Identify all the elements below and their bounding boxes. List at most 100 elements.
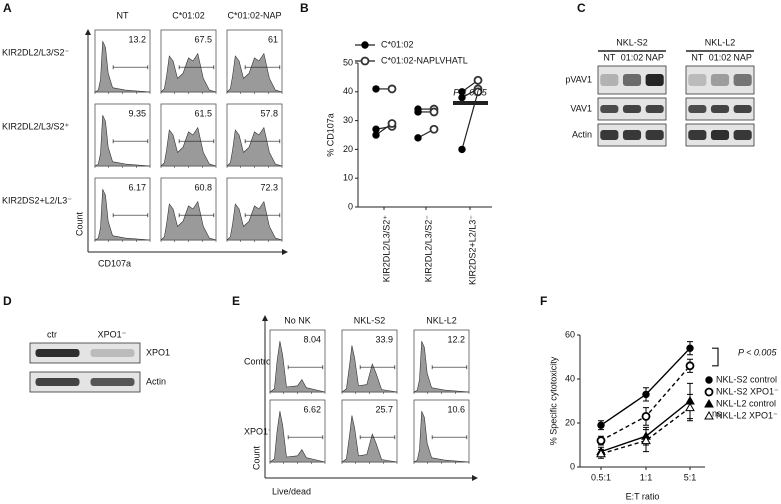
gate-percentage: 72.3 xyxy=(260,182,278,192)
histogram xyxy=(226,52,283,93)
legend-marker xyxy=(704,398,714,408)
blot-band xyxy=(733,74,752,86)
point xyxy=(685,402,695,412)
blot-band xyxy=(622,105,642,113)
y-tick-label: 40 xyxy=(343,86,353,96)
y-tick-label: 40 xyxy=(565,373,575,383)
point xyxy=(458,93,466,102)
gate-percentage: 13.2 xyxy=(128,34,146,44)
gate-percentage: 9.35 xyxy=(128,108,146,118)
lane-label: ctr xyxy=(47,329,57,339)
pair-line xyxy=(461,91,479,150)
x-axis-label: CD107a xyxy=(98,258,131,268)
annotation: P < 0.005 xyxy=(738,347,777,357)
point xyxy=(686,344,694,352)
legend-marker xyxy=(705,376,713,384)
row-label: Control xyxy=(244,356,273,366)
band-label: Actin xyxy=(146,376,166,386)
point xyxy=(473,75,483,85)
panel-label: E xyxy=(232,294,240,308)
gate-percentage: 10.6 xyxy=(447,404,465,414)
point xyxy=(429,107,439,117)
x-tick-label: KIR2DL2/L3/S2⁺ xyxy=(381,215,391,283)
blot-band xyxy=(35,349,80,357)
point xyxy=(641,411,651,421)
point xyxy=(597,421,605,429)
column-header: NKL-L2 xyxy=(426,315,457,325)
histogram xyxy=(341,345,398,393)
point xyxy=(414,134,422,142)
point xyxy=(387,119,397,128)
gate-percentage: 67.5 xyxy=(194,34,212,44)
row-label: XPO1⁻ xyxy=(244,426,273,436)
point xyxy=(372,85,380,93)
blot-band xyxy=(622,74,642,86)
column-header: NKL-S2 xyxy=(354,315,386,325)
gate-percentage: 61 xyxy=(268,34,278,44)
legend-label: C*01:02 xyxy=(381,39,414,49)
x-axis-label: Live/dead xyxy=(272,486,311,496)
y-tick-label: 30 xyxy=(343,115,353,125)
y-axis-label: % CD107a xyxy=(325,113,335,157)
gate-percentage: 6.62 xyxy=(303,404,321,414)
blot-band xyxy=(710,130,730,140)
panel-label: D xyxy=(3,294,12,308)
histogram xyxy=(226,126,283,167)
group-header: NKL-S2 xyxy=(616,37,648,47)
row-label: KIR2DS2+L2/L3⁻ xyxy=(2,195,72,205)
group-header: NKL-L2 xyxy=(705,37,736,47)
blot-band xyxy=(688,130,707,140)
histogram xyxy=(269,341,326,393)
y-tick-label: 0 xyxy=(570,461,575,471)
band-label: VAV1 xyxy=(570,103,592,113)
column-header: C*01:02-NAP xyxy=(227,10,281,20)
legend-marker xyxy=(704,410,714,420)
y-axis-label: % Specific cytotoxicity xyxy=(548,356,558,445)
histogram xyxy=(160,52,217,93)
x-axis-label: E:T ratio xyxy=(626,491,660,501)
histogram xyxy=(412,411,470,463)
point xyxy=(641,435,651,445)
point xyxy=(642,390,650,399)
y-tick-label: 20 xyxy=(565,417,575,427)
gate-percentage: 61.5 xyxy=(194,108,212,118)
significance-bracket xyxy=(712,347,719,367)
legend-label: C*01:02-NAPLVHATL xyxy=(381,55,468,65)
panel-label: A xyxy=(3,1,12,15)
point xyxy=(414,108,422,116)
histogram xyxy=(226,200,283,241)
x-tick-label: KIR2DS2+L2/L3⁻ xyxy=(467,215,477,285)
point xyxy=(685,361,695,371)
row-label: KIR2DL2/L3/S2⁺ xyxy=(2,121,70,131)
gate-percentage: 33.9 xyxy=(375,334,393,344)
point xyxy=(372,131,380,139)
legend-label: NKL-L2 XPO1⁻ xyxy=(716,410,778,420)
histogram xyxy=(93,115,151,167)
y-tick-label: 0 xyxy=(348,201,353,211)
gate-percentage: 8.04 xyxy=(303,334,321,344)
lane-label: 01:02 xyxy=(621,52,644,62)
blot-band xyxy=(600,74,619,86)
histogram xyxy=(93,189,151,241)
blot-band xyxy=(35,378,80,386)
blot-band xyxy=(645,105,664,113)
histogram xyxy=(269,411,326,463)
annotation: P < 0.05 xyxy=(453,87,487,97)
band-label: Actin xyxy=(572,129,592,139)
blot-bg xyxy=(29,371,141,393)
column-header: NT xyxy=(117,10,129,20)
legend-label: NKL-L2 control xyxy=(716,398,776,408)
y-tick-label: 50 xyxy=(343,57,353,67)
gate-percentage: 25.7 xyxy=(375,404,393,414)
column-header: No NK xyxy=(284,315,311,325)
blot-band xyxy=(733,130,752,140)
legend-label: NKL-S2 control xyxy=(716,374,777,384)
annotation: ns xyxy=(712,409,722,419)
x-tick-label: 1:1 xyxy=(640,472,653,482)
blot-band xyxy=(733,105,752,113)
gate-percentage: 6.17 xyxy=(128,182,146,192)
point xyxy=(429,124,439,134)
blot-band xyxy=(622,130,642,140)
point xyxy=(387,84,397,94)
point xyxy=(473,87,483,97)
